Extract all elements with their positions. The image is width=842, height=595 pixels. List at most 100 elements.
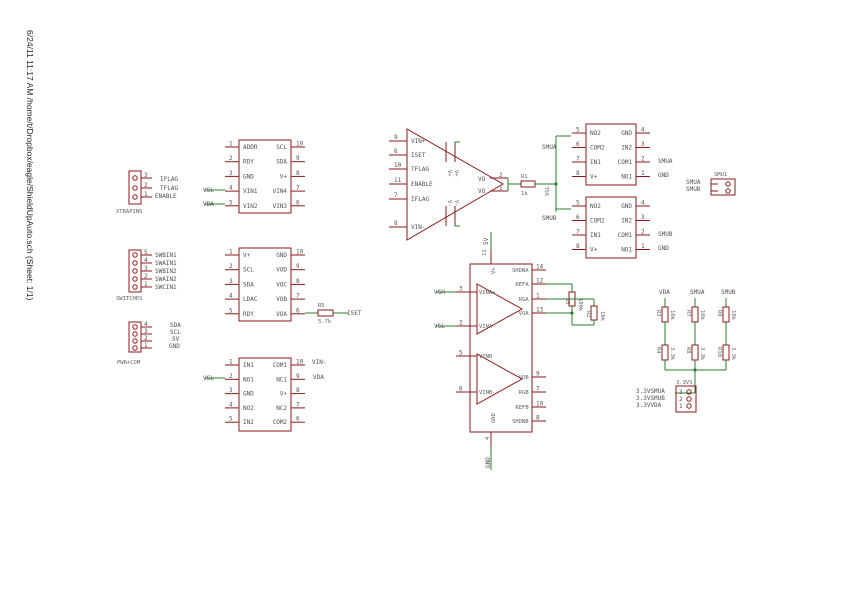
dac-pin-num-8: 8 <box>296 278 300 285</box>
dual-amp-bot-pin-num: 4 <box>485 436 491 440</box>
dual-amp-net-vsh: VSH <box>434 289 445 296</box>
adc-pin-sda: SDA <box>276 159 287 166</box>
adc-pin-num-7: 7 <box>296 185 300 192</box>
dual-amp-pin-num-6: 6 <box>459 386 463 393</box>
swb-pin-no1: NO1 <box>621 247 632 254</box>
divider-top-name-1: R3 <box>655 310 661 317</box>
adc-pin-addr: ADDR <box>243 144 258 151</box>
mux-chip: 1 IN1 2 NO1 3 GND 4 NO2 5 IN2 10 COM1 9 NC1 8 V+ 7 NC2 6 CO… <box>203 357 326 432</box>
pwrcom-pin-2: 2 <box>144 335 148 342</box>
dual-amp-pin-shdnb: SHDNB <box>512 419 529 425</box>
swb-pin-com2: COM2 <box>590 218 605 225</box>
pwrcom-label-scl: SCL <box>170 329 181 336</box>
adc-pin-v+: V+ <box>280 173 288 180</box>
adc-pin-num-4: 4 <box>229 185 233 192</box>
dac-pin-sda: SDA <box>243 281 254 288</box>
adc-pin-gnd: GND <box>243 173 254 180</box>
divider-bot-resistor-3 <box>722 344 730 361</box>
adc-pin-vin4: VIN4 <box>273 188 288 195</box>
v33-label-smub: 3.3VSMUB <box>636 395 665 402</box>
r2-value: 10k <box>599 311 605 322</box>
dac-pin-vod: VOD <box>276 267 287 274</box>
mux-pin-no2: NO2 <box>243 405 254 412</box>
dual-amp-pin-vinb-: VINB- <box>479 390 496 396</box>
adc-pin-rdy: RDY <box>243 159 254 166</box>
swa-pin-no2: NO2 <box>590 130 601 137</box>
opamp-pin-num-6: 6 <box>394 148 398 155</box>
opamp-top-pin-1: V+ <box>446 170 452 177</box>
adc-pin-num-10: 10 <box>296 141 304 148</box>
dac-pin-num-7: 7 <box>296 293 300 300</box>
xtrapins-pin-3: 3 <box>144 172 148 179</box>
divider-bot-value-2: 3.3k <box>699 347 705 361</box>
swb-net-smub-right: SMUB <box>658 231 673 238</box>
swa-pin-com2: COM2 <box>590 145 605 152</box>
swa-pin-v+: V+ <box>590 174 598 181</box>
mux-pin-num-2: 2 <box>229 373 233 380</box>
mux-pin-v+: V+ <box>280 391 288 398</box>
xtrapins-label-enable: ENABLE <box>155 193 177 200</box>
dual-amp-pin-refa: REFA <box>515 282 529 288</box>
opamp-out-pin-1: 1 <box>499 185 503 192</box>
pwrcom-name: PWR+COM <box>117 360 141 366</box>
switches-pin-2: 2 <box>144 273 148 280</box>
divider-net-smua: SMUA <box>690 289 705 296</box>
divider-network: VDA SMUA SMUB R3 10k R4 3.3k R7 10k R8 3.3k R9 10… <box>655 289 736 394</box>
swb-net-smub-left: SMUB <box>542 215 557 222</box>
r2-name: R2 <box>585 311 591 318</box>
dac-pin-v+: V+ <box>243 252 251 259</box>
r5-value: 5.7k <box>318 319 332 325</box>
adc-pin-num-1: 1 <box>229 141 233 148</box>
opamp-net-vsl: VSL <box>545 185 551 196</box>
mux-pin-num-9: 9 <box>296 373 300 380</box>
switch-a-chip: 5 NO2 6 COM2 7 IN1 8 V+ 4 GND 3 IN2 2 COM1 1 NO1 SMUA S… <box>542 123 673 186</box>
mux-pin-gnd: GND <box>243 391 254 398</box>
r5-name: R5 <box>318 303 325 309</box>
dual-amp-pin-rga: RGA <box>519 297 530 303</box>
mux-pin-num-5: 5 <box>229 416 233 423</box>
dac-pin-num-4: 4 <box>229 293 233 300</box>
dual-amp-pin-num-10: 10 <box>536 401 544 408</box>
dac-pin-rdy: RDY <box>243 311 254 318</box>
r1-value: 1k <box>521 191 528 197</box>
mux-pin-in2: IN2 <box>243 419 254 426</box>
swa-net-smua-right: SMUA <box>658 158 673 165</box>
opamp-pin-num-7: 7 <box>394 192 398 199</box>
divider-net-smub: SMUB <box>721 289 736 296</box>
dual-amp-top-pin-name: V+ <box>491 267 497 274</box>
divider-top-resistor-1 <box>661 306 669 323</box>
sheet-header: 6/24/11 11:17 AM /home/t/Dropbox/eagle/S… <box>25 30 35 301</box>
dual-amp-pin-num-9: 9 <box>536 371 540 378</box>
adc-pin-vin1: VIN1 <box>243 188 258 195</box>
adc-pin-num-6: 6 <box>296 199 300 206</box>
dual-amp-pin-vob: VOB <box>519 375 530 381</box>
mux-net-vsl: VSL <box>203 375 214 382</box>
xtrapins-name: XTRAPINS <box>116 209 143 215</box>
dac-pin-scl: SCL <box>243 267 254 274</box>
adc-pin-scl: SCL <box>276 144 287 151</box>
swa-pin-num-7: 7 <box>576 156 580 163</box>
swb-net-gnd: GND <box>658 245 669 252</box>
dual-amp-pin-vina+: VINA+ <box>479 290 496 296</box>
adc-pin-vin2: VIN2 <box>243 203 258 210</box>
dual-amp-chip: 11 V+ 5V 4 GND GND 3 VINA+ 2 VINA- 5 VINB 6 VIN… <box>434 232 605 470</box>
swa-pin-num-8: 8 <box>576 170 580 177</box>
divider-bot-value-1: 3.3k <box>669 347 675 361</box>
dac-pin-ldac: LDAC <box>243 296 258 303</box>
dual-amp-pin-voa: VOA <box>519 311 530 317</box>
swa-pin-num-6: 6 <box>576 141 580 148</box>
opamp-out-vo-2: VO <box>478 188 486 195</box>
swb-pin-gnd: GND <box>621 203 632 210</box>
swa-net-gnd: GND <box>658 172 669 179</box>
switches-label-swbin2: SWBIN2 <box>155 268 177 275</box>
mux-pin-nc1: NC1 <box>276 376 287 383</box>
pwrcom-pin-4: 4 <box>144 321 148 328</box>
swb-pin-num-2: 2 <box>641 229 645 236</box>
swa-pin-num-3: 3 <box>641 141 645 148</box>
swa-pin-gnd: GND <box>621 130 632 137</box>
dual-amp-pin-num-14: 14 <box>536 264 544 271</box>
divider-top-value-2: 10k <box>699 310 705 321</box>
dac-pin-num-3: 3 <box>229 278 233 285</box>
adc-chip: 1 ADDR 2 RDY 3 GND 4 VIN1 5 VIN2 10 SCL 9 SDA 8 V+ 7 VIN4… <box>203 139 305 214</box>
